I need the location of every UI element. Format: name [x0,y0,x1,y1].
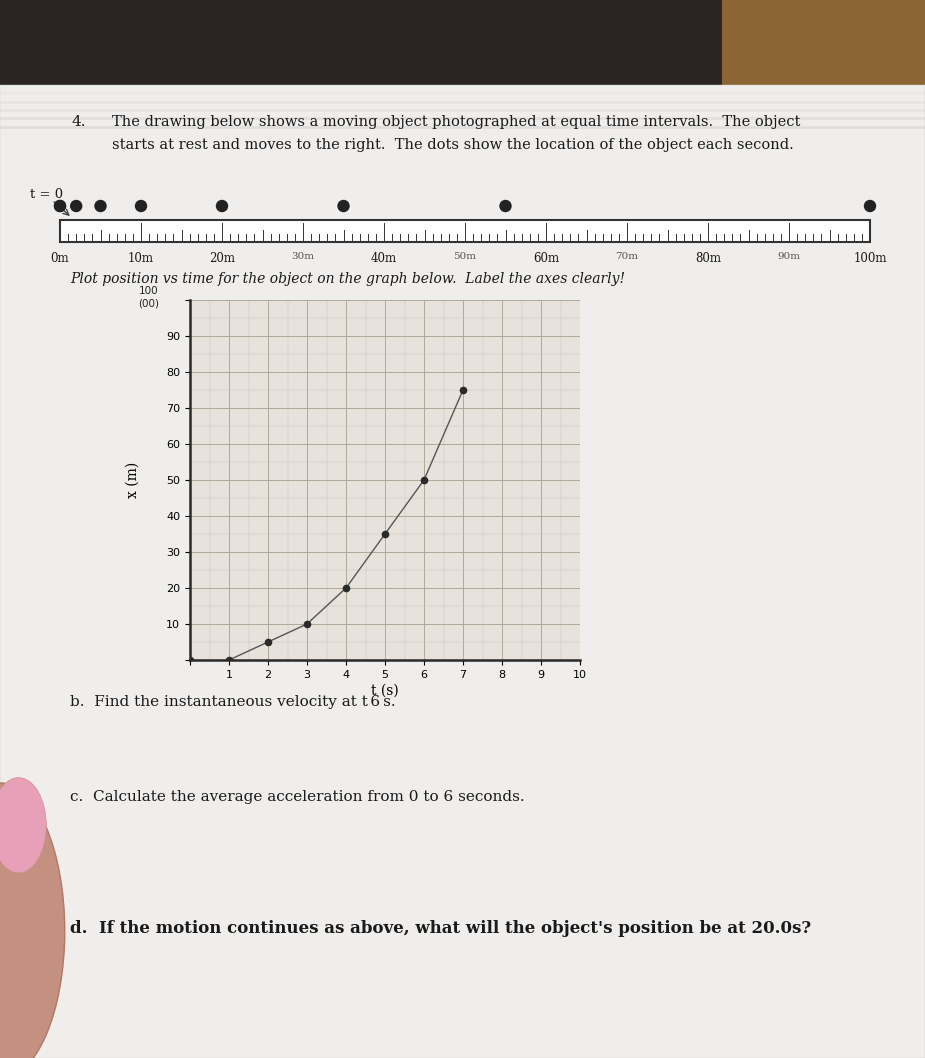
Text: 60m: 60m [533,252,559,264]
Text: b.  Find the instantaneous velocity at t 6 s.: b. Find the instantaneous velocity at t … [70,695,396,709]
Circle shape [55,201,66,212]
X-axis label: t (s): t (s) [371,683,399,698]
Text: Plot position vs time for the object on the graph below.  Label the axes clearly: Plot position vs time for the object on … [70,272,625,286]
Text: 100: 100 [139,287,159,296]
Circle shape [865,201,875,212]
Ellipse shape [0,778,46,873]
Y-axis label: x (m): x (m) [125,462,140,498]
Circle shape [70,201,81,212]
Circle shape [135,201,146,212]
Bar [758,127,925,423]
Text: 30m: 30m [291,252,314,261]
Text: 4.: 4. [72,115,87,129]
Circle shape [338,201,349,212]
Bar [0,0,925,127]
Text: 0m: 0m [51,252,69,264]
Text: 100m: 100m [853,252,887,264]
Circle shape [216,201,228,212]
Circle shape [95,201,106,212]
Text: 90m: 90m [778,252,800,261]
Bar [60,220,870,242]
Text: t = 0: t = 0 [30,188,63,201]
Text: The drawing below shows a moving object photographed at equal time intervals.  T: The drawing below shows a moving object … [112,115,800,129]
Ellipse shape [0,783,65,1058]
Text: starts at rest and moves to the right.  The dots show the location of the object: starts at rest and moves to the right. T… [112,138,794,152]
Circle shape [500,201,511,212]
Text: 10m: 10m [128,252,154,264]
Text: d.  If the motion continues as above, what will the object's position be at 20.0: d. If the motion continues as above, wha… [70,920,811,937]
Text: 80m: 80m [695,252,721,264]
Text: (00): (00) [138,298,159,308]
Bar [722,0,925,190]
Text: 20m: 20m [209,252,235,264]
Text: c.  Calculate the average acceleration from 0 to 6 seconds.: c. Calculate the average acceleration fr… [70,790,524,804]
FancyBboxPatch shape [0,85,925,1058]
Text: 70m: 70m [615,252,638,261]
Text: 40m: 40m [371,252,397,264]
Circle shape [55,201,66,212]
FancyBboxPatch shape [0,127,74,296]
Text: 50m: 50m [453,252,476,261]
